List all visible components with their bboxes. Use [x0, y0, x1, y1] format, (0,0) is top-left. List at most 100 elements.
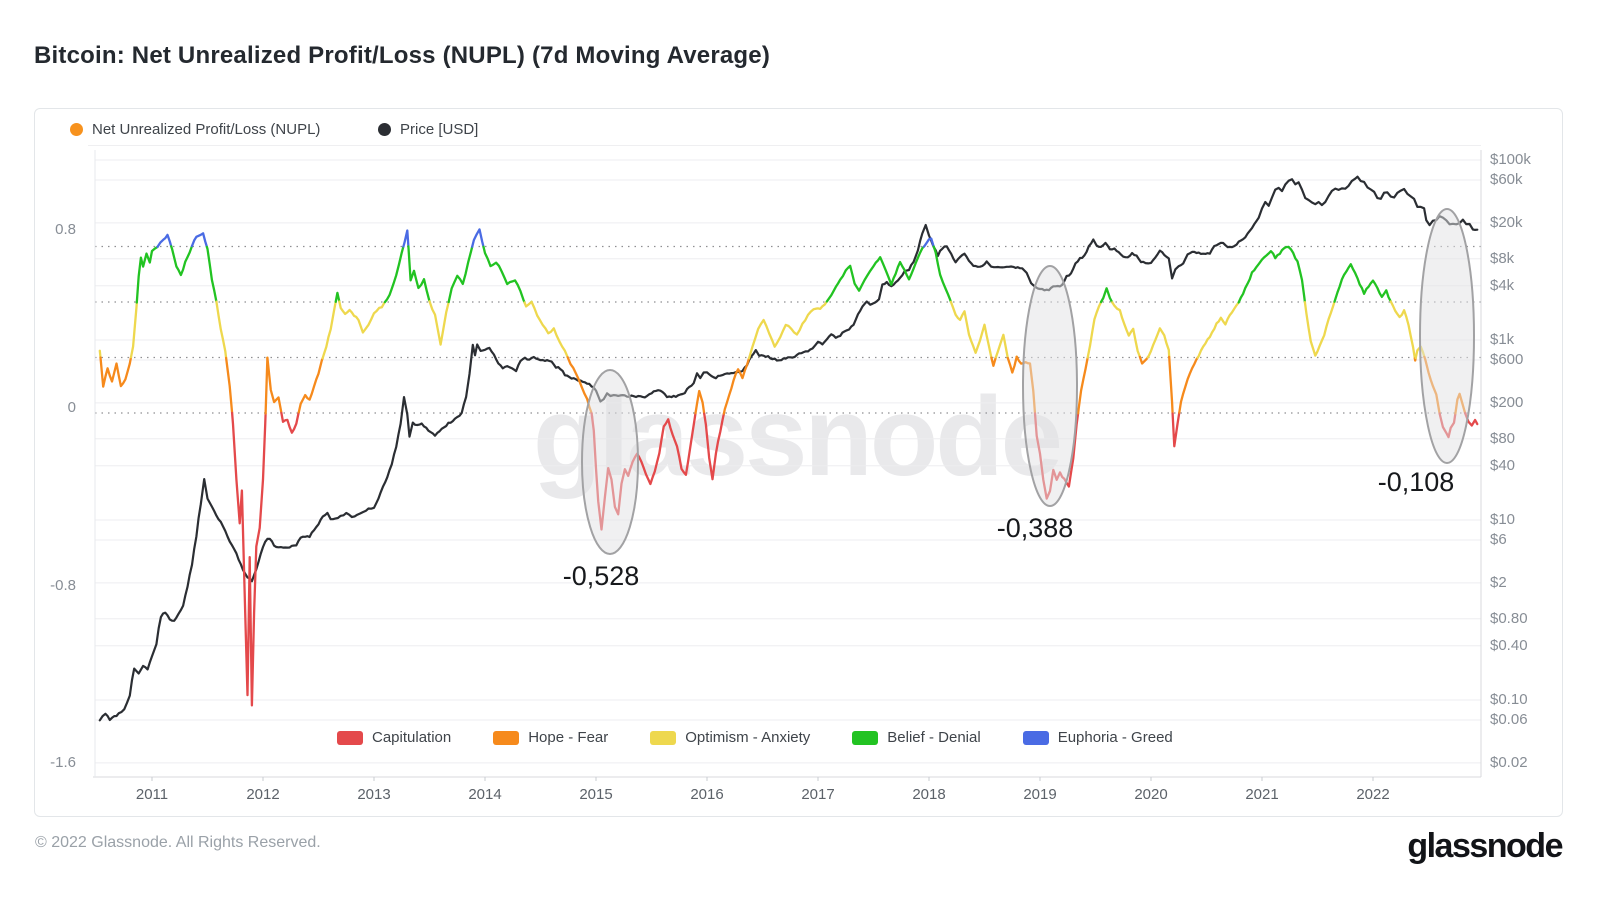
price-legend-label: Price [USD]: [400, 121, 479, 138]
band-legend-item[interactable]: Hope - Fear: [493, 729, 608, 746]
right-axis-tick: $60k: [1490, 171, 1523, 188]
right-axis-tick: $0.40: [1490, 637, 1528, 654]
nupl-line-segment: [1168, 355, 1174, 415]
legend-separator: [88, 145, 1481, 146]
nupl-line-segment: [156, 233, 173, 249]
right-axis-tick: $6: [1490, 531, 1507, 548]
nupl-line-segment: [215, 300, 228, 360]
price-legend-dot-icon: [378, 123, 391, 136]
nupl-line-segment: [1303, 300, 1336, 357]
nupl-line-segment: [321, 300, 337, 360]
right-axis-tick: $0.80: [1490, 610, 1528, 627]
annotation-ellipse: [581, 369, 639, 555]
nupl-line-segment: [1146, 327, 1171, 359]
x-axis-tick: 2017: [801, 786, 835, 803]
nupl-line-segment: [190, 232, 209, 249]
right-axis-tick: $8k: [1490, 250, 1515, 267]
annotation-ellipse: [1022, 265, 1078, 507]
band-swatch-icon: [650, 730, 677, 745]
right-axis-tick: $1k: [1490, 331, 1515, 348]
nupl-line-segment: [170, 244, 194, 277]
right-axis-tick: $40: [1490, 457, 1516, 474]
right-axis-tick: $20k: [1490, 214, 1523, 231]
nupl-line-segment: [523, 300, 533, 308]
nupl-line-segment: [1287, 245, 1307, 304]
right-axis-tick: $100k: [1490, 151, 1531, 168]
x-axis-tick: 2015: [579, 786, 613, 803]
legend-item-nupl[interactable]: Net Unrealized Profit/Loss (NUPL): [70, 121, 320, 138]
nupl-line-segment: [230, 411, 267, 707]
nupl-line-segment: [1006, 355, 1018, 374]
nupl-legend-dot-icon: [70, 123, 83, 136]
nupl-line-segment: [694, 389, 706, 415]
nupl-line-segment: [1237, 245, 1290, 304]
nupl-line-segment: [1111, 301, 1142, 359]
x-axis-tick: 2011: [135, 786, 169, 803]
band-legend-item[interactable]: Belief - Denial: [852, 729, 981, 746]
nupl-line-segment: [990, 356, 998, 367]
annotation-label: -0,528: [562, 561, 640, 591]
band-legend-item[interactable]: Capitulation: [337, 729, 451, 746]
band-label: Capitulation: [372, 729, 452, 746]
nupl-line-segment: [428, 300, 450, 346]
nupl-line-segment: [1076, 356, 1089, 415]
band-label: Optimism - Anxiety: [685, 729, 811, 746]
band-label: Euphoria - Greed: [1057, 729, 1173, 746]
x-axis-tick: 2014: [468, 786, 502, 803]
nupl-line-segment: [1138, 355, 1149, 365]
nupl-line-segment: [129, 301, 138, 359]
right-axis-tick: $4k: [1490, 277, 1515, 294]
nupl-line-segment: [1171, 411, 1181, 448]
nupl-line-segment: [1196, 301, 1240, 359]
nupl-line-segment: [922, 237, 935, 248]
nupl-line-segment: [932, 245, 953, 303]
nupl-line-segment: [264, 356, 269, 415]
x-axis-tick: 2018: [912, 786, 946, 803]
nupl-line-segment: [297, 357, 324, 414]
x-axis-tick: 2019: [1023, 786, 1057, 803]
nupl-line-segment: [383, 245, 405, 304]
nupl-line-segment: [407, 245, 431, 303]
right-axis-tick: $200: [1490, 394, 1524, 411]
nupl-line-segment: [703, 412, 726, 481]
band-swatch-icon: [493, 730, 520, 745]
nupl-line-segment: [1389, 300, 1416, 360]
nupl-line-segment: [266, 356, 283, 415]
x-axis-tick: 2021: [1245, 786, 1279, 803]
band-legend-item[interactable]: Euphoria - Greed: [1022, 729, 1173, 746]
x-axis-tick: 2013: [357, 786, 391, 803]
x-axis-tick: 2016: [690, 786, 724, 803]
nupl-line-segment: [722, 357, 751, 415]
nupl-line-segment: [994, 333, 1009, 360]
right-axis-tick: $600: [1490, 351, 1524, 368]
nupl-line-segment: [471, 228, 485, 248]
band-label: Hope - Fear: [528, 729, 609, 746]
nupl-line-segment: [747, 300, 829, 360]
annotation-ellipse: [1419, 208, 1475, 464]
glassnode-logo: glassnode: [1407, 827, 1563, 865]
legend-item-price[interactable]: Price [USD]: [378, 121, 478, 138]
nupl-line-segment: [1178, 356, 1199, 414]
footer-copyright: © 2022 Glassnode. All Rights Reserved.: [35, 834, 321, 851]
nupl-line-segment: [205, 245, 218, 303]
nupl-line-segment: [280, 411, 300, 434]
right-axis-tick: $0.02: [1490, 754, 1528, 771]
nupl-line-segment: [949, 300, 993, 359]
nupl-line-segment: [530, 300, 569, 359]
nupl-legend-label: Net Unrealized Profit/Loss (NUPL): [92, 121, 321, 138]
nupl-line-segment: [825, 245, 925, 303]
band-legend-item[interactable]: Optimism - Anxiety: [650, 729, 810, 746]
left-axis-tick: -1.6: [50, 754, 76, 771]
nupl-line-segment: [224, 356, 234, 415]
chart-card: [34, 108, 1563, 817]
nupl-line-segment: [135, 245, 159, 304]
nupl-line-segment: [99, 356, 133, 388]
price-line: [98, 175, 1479, 722]
nupl-line-segment: [1333, 263, 1392, 303]
band-legend: Capitulation Hope - Fear Optimism - Anxiet…: [337, 729, 1173, 746]
nupl-line-segment: [482, 245, 526, 304]
right-axis-tick: $2: [1490, 574, 1507, 591]
right-axis-tick: $80: [1490, 430, 1516, 447]
x-axis-tick: 2020: [1134, 786, 1168, 803]
